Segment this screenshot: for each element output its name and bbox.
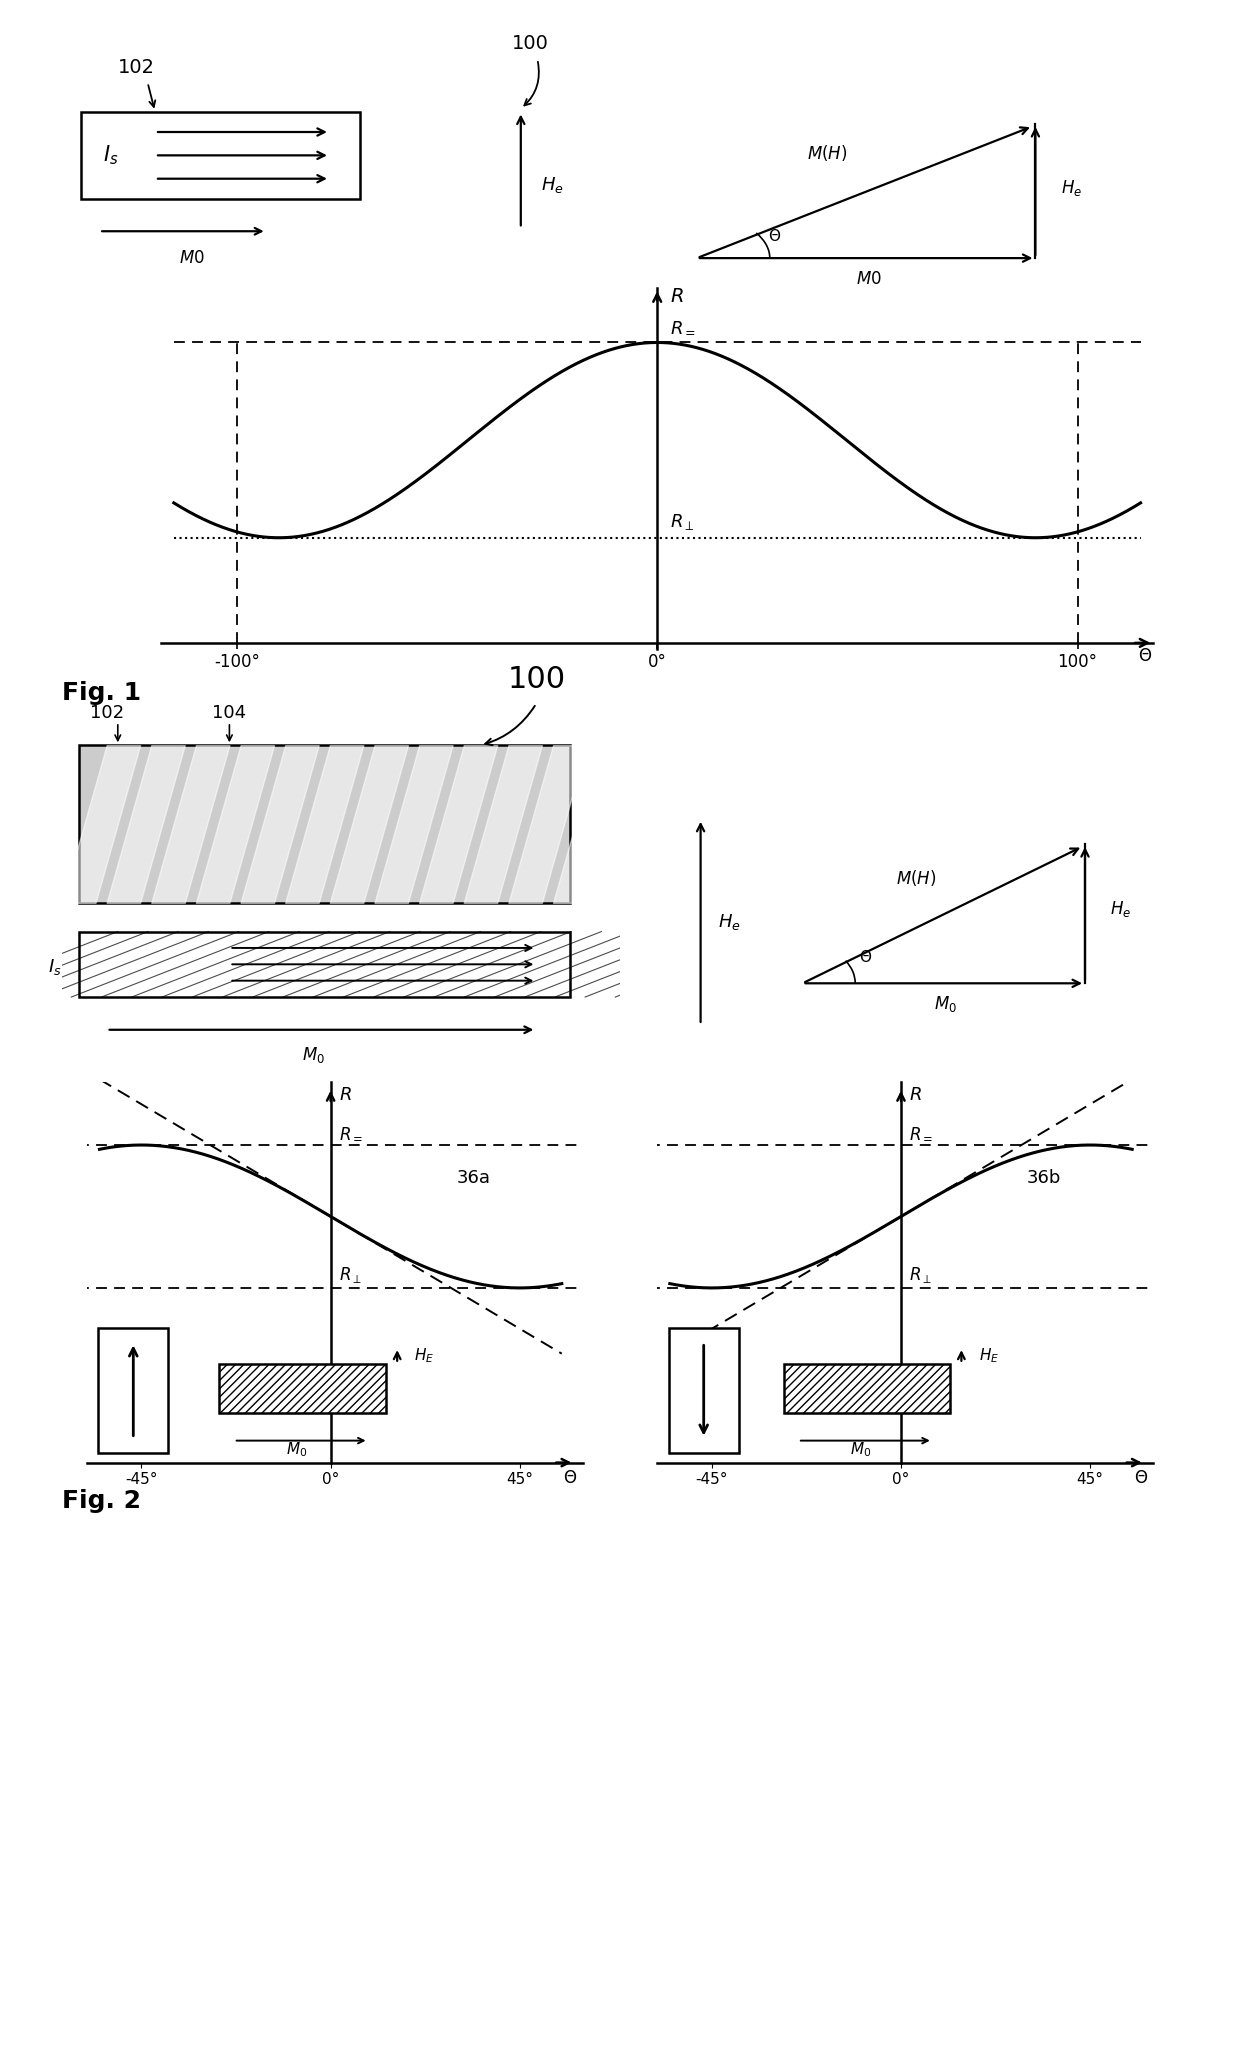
Text: $\Theta$: $\Theta$ (1138, 647, 1152, 665)
Text: Fig. 1: Fig. 1 (62, 682, 141, 705)
Text: $M0$: $M0$ (856, 270, 882, 288)
Text: $H_E$: $H_E$ (978, 1345, 998, 1366)
Text: $M0$: $M0$ (180, 249, 205, 266)
Text: $H_e$: $H_e$ (1061, 179, 1083, 198)
Bar (79, 746, 570, 902)
Text: 104: 104 (212, 705, 247, 723)
Text: 100: 100 (507, 665, 565, 694)
Text: $R$: $R$ (670, 288, 683, 307)
Text: $R_{=}$: $R_{=}$ (339, 1125, 363, 1141)
Text: $M_0$: $M_0$ (851, 1440, 872, 1458)
Text: $R_{=}$: $R_{=}$ (909, 1125, 934, 1141)
Text: $M(H)$: $M(H)$ (897, 867, 936, 888)
Text: $H_E$: $H_E$ (414, 1345, 434, 1366)
Text: $M_0$: $M_0$ (301, 1044, 325, 1065)
Text: $\Theta$: $\Theta$ (563, 1469, 578, 1487)
Text: $\Theta$: $\Theta$ (769, 229, 781, 243)
Text: $R_{\perp}$: $R_{\perp}$ (909, 1265, 932, 1285)
Text: 100: 100 (512, 35, 549, 54)
Text: $I_s$: $I_s$ (103, 144, 118, 167)
Text: $R$: $R$ (909, 1086, 923, 1104)
Bar (98, 1329, 169, 1452)
Bar (81, 111, 360, 200)
Bar (668, 1329, 739, 1452)
Text: Fig. 2: Fig. 2 (62, 1489, 141, 1512)
Text: $M(H)$: $M(H)$ (807, 142, 847, 163)
Text: 36b: 36b (1027, 1170, 1061, 1187)
Text: $M_0$: $M_0$ (286, 1440, 308, 1458)
Text: $H_e$: $H_e$ (718, 913, 740, 931)
Text: $M_0$: $M_0$ (935, 995, 957, 1014)
Text: $\Theta$: $\Theta$ (859, 948, 872, 964)
Text: $R$: $R$ (339, 1086, 352, 1104)
Text: $R_{\perp}$: $R_{\perp}$ (339, 1265, 362, 1285)
Bar (79, 931, 570, 997)
Text: $I_s$: $I_s$ (48, 958, 62, 976)
Text: 36a: 36a (456, 1170, 491, 1187)
Text: $H_e$: $H_e$ (541, 175, 563, 194)
Bar (219, 1364, 386, 1413)
Text: $H_e$: $H_e$ (1110, 898, 1131, 919)
Text: $R_{=}$: $R_{=}$ (670, 319, 696, 336)
Text: $R_{\perp}$: $R_{\perp}$ (670, 511, 694, 531)
Text: 102: 102 (118, 58, 155, 76)
Text: $\Theta$: $\Theta$ (1133, 1469, 1148, 1487)
Bar (784, 1364, 950, 1413)
Text: 102: 102 (89, 705, 124, 723)
